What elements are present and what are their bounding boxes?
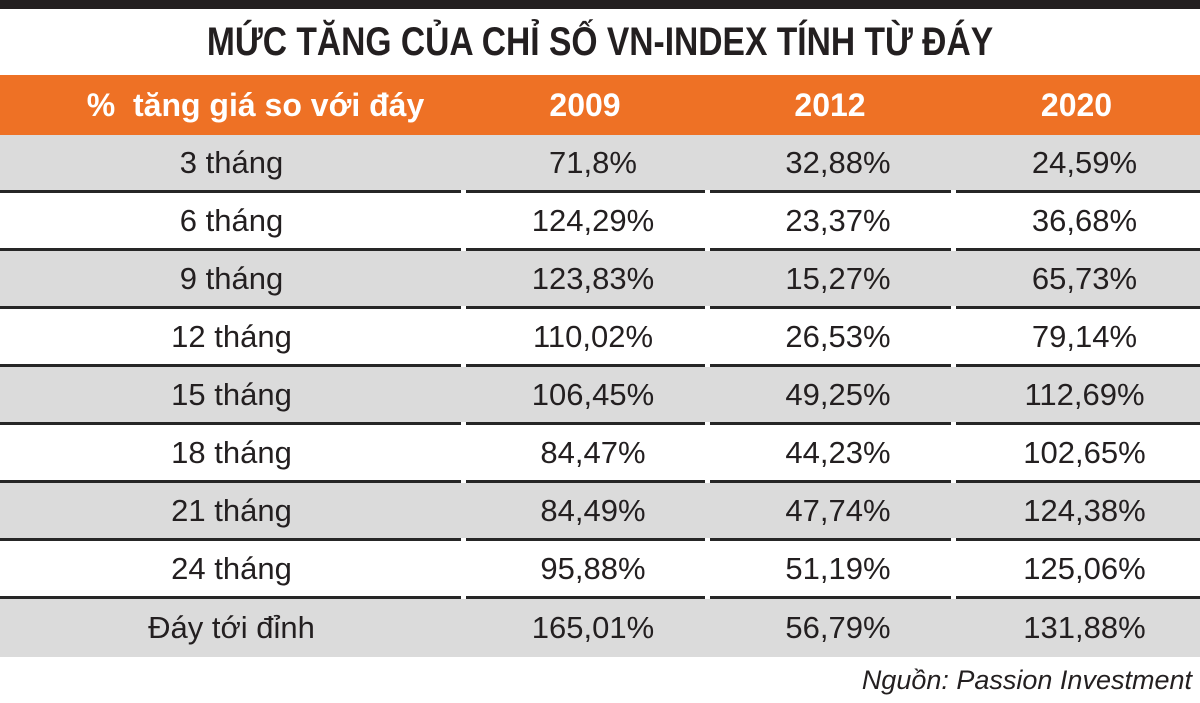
value-2012-cell: 47,74%: [785, 492, 891, 528]
row-label-cell: 15 tháng: [171, 376, 292, 412]
row-label-cell: 9 tháng: [179, 260, 284, 296]
value-2020-cell: 131,88%: [1023, 610, 1146, 645]
row-separator: [0, 596, 1200, 599]
value-2020-cell: 79,14%: [1031, 318, 1138, 354]
table-row: 18 tháng 84,47% 44,23% 102,65%: [0, 425, 1200, 480]
row-label-cell: 6 tháng: [179, 202, 284, 238]
value-2012-cell: 56,79%: [785, 610, 891, 645]
value-2012-cell: 15,27%: [785, 260, 891, 296]
value-2012-cell: 26,53%: [785, 318, 891, 354]
value-2020-cell: 102,65%: [1023, 434, 1146, 470]
row-separator: [0, 364, 1200, 367]
table-row: 21 tháng 84,49% 47,74% 124,38%: [0, 483, 1200, 538]
table-row: 15 tháng 106,45% 49,25% 112,69%: [0, 367, 1200, 422]
value-2020-cell: 65,73%: [1031, 260, 1138, 296]
header-2009-cell: 2009: [549, 86, 621, 123]
row-separator: [0, 538, 1200, 541]
row-label-cell: 21 tháng: [171, 492, 292, 528]
value-2009-cell: 84,47%: [540, 434, 646, 470]
header-label-cell: % tăng giá so với đáy: [86, 86, 425, 123]
row-separator: [0, 422, 1200, 425]
top-accent-bar: [0, 0, 1200, 9]
value-2009-cell: 71,8%: [549, 144, 637, 180]
header-2012-cell: 2012: [794, 86, 866, 123]
value-2009-cell: 95,88%: [540, 550, 646, 586]
row-label-cell: 3 tháng: [179, 144, 284, 180]
source-note: Nguồn: Passion Investment: [0, 657, 1200, 703]
header-2020-cell: 2020: [1040, 86, 1113, 123]
value-2009-cell: 123,83%: [531, 260, 655, 296]
row-separator: [0, 480, 1200, 483]
row-separator: [0, 306, 1200, 309]
value-2012-cell: 44,23%: [785, 434, 891, 470]
row-separator: [0, 248, 1200, 251]
vnindex-table: % tăng giá so với đáy 2009 2012 2020 3 t…: [0, 75, 1200, 657]
table-row: 24 tháng 95,88% 51,19% 125,06%: [0, 541, 1200, 596]
value-2020-cell: 125,06%: [1023, 550, 1146, 586]
value-2020-cell: 24,59%: [1031, 144, 1138, 180]
value-2009-cell: 84,49%: [540, 492, 646, 528]
value-2009-cell: 106,45%: [531, 376, 655, 412]
row-label-cell: 12 tháng: [171, 318, 292, 354]
table-row: Đáy tới đỉnh 165,01% 56,79% 131,88%: [0, 599, 1200, 657]
value-2009-cell: 165,01%: [531, 610, 655, 645]
table-row: 3 tháng 71,8% 32,88% 24,59%: [0, 135, 1200, 190]
value-2012-cell: 23,37%: [785, 202, 891, 238]
row-label-cell: 18 tháng: [171, 434, 292, 470]
table-header-row: % tăng giá so với đáy 2009 2012 2020: [0, 75, 1200, 135]
value-2020-cell: 36,68%: [1031, 202, 1138, 238]
value-2009-cell: 110,02%: [532, 318, 654, 354]
value-2012-cell: 51,19%: [785, 550, 891, 586]
value-2020-cell: 124,38%: [1023, 492, 1146, 528]
row-label-cell: 24 tháng: [171, 550, 292, 586]
value-2009-cell: 124,29%: [531, 202, 655, 238]
source-note-text: Nguồn: Passion Investment: [861, 664, 1192, 695]
table-row: 12 tháng 110,02% 26,53% 79,14%: [0, 309, 1200, 364]
page-title-text: MỨC TĂNG CỦA CHỈ SỐ VN-INDEX TÍNH TỪ ĐÁY: [206, 19, 994, 64]
row-label-cell: Đáy tới đỉnh: [148, 610, 315, 645]
table-row: 6 tháng 124,29% 23,37% 36,68%: [0, 193, 1200, 248]
value-2020-cell: 112,69%: [1024, 376, 1145, 412]
value-2012-cell: 49,25%: [785, 376, 891, 412]
row-separator: [0, 190, 1200, 193]
table-row: 9 tháng 123,83% 15,27% 65,73%: [0, 251, 1200, 306]
value-2012-cell: 32,88%: [785, 144, 891, 180]
page-title: MỨC TĂNG CỦA CHỈ SỐ VN-INDEX TÍNH TỪ ĐÁY: [0, 9, 1200, 75]
